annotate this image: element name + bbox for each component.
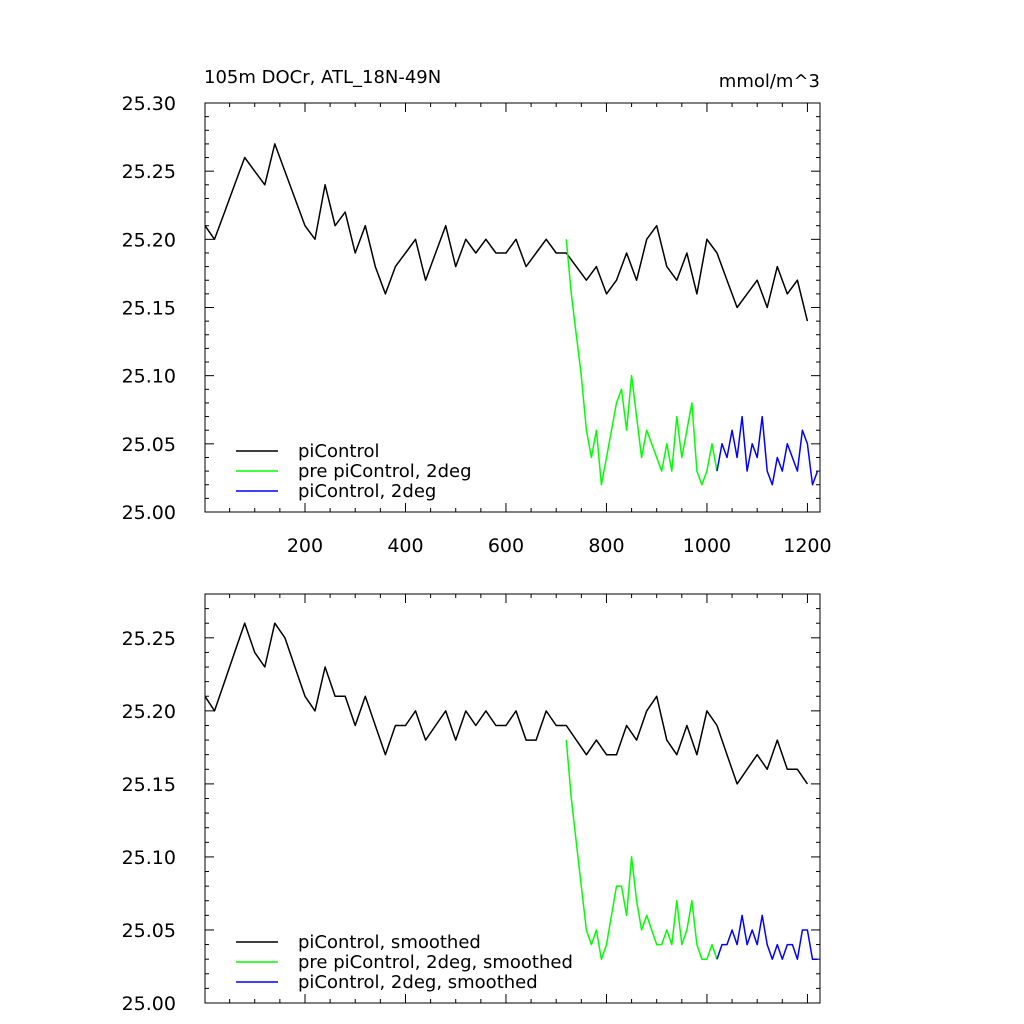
- top-series-line-1: [565, 239, 718, 486]
- bottom-legend-label: pre piControl, 2deg, smoothed: [298, 952, 573, 973]
- top-y-ticks: 25.00 25.05 25.10 25.15 25.20 25.25 25.30: [122, 93, 820, 524]
- top-x-tick-label: 400: [387, 535, 423, 557]
- top-x-tick-label: 200: [287, 535, 323, 557]
- bottom-y-tick-label: 25.25: [122, 628, 176, 650]
- bottom-y-tick-label: 25.20: [122, 701, 176, 723]
- top-y-tick-label: 25.00: [122, 502, 176, 524]
- bottom-panel: 25.00 25.05 25.10 25.15 25.20 25.25 piControl…: [122, 593, 821, 1015]
- bottom-series-line-1: [565, 740, 718, 960]
- bottom-series-line-0: [204, 622, 809, 785]
- top-x-ticks: 200 400 600 800 1000 1200: [229, 103, 832, 557]
- top-series-line-2: [716, 415, 819, 486]
- top-y-tick-label: 25.15: [122, 298, 176, 320]
- top-legend-label: piControl, 2deg: [298, 481, 436, 502]
- top-legend-label: piControl: [298, 441, 380, 462]
- bottom-y-ticks: 25.00 25.05 25.10 25.15 25.20 25.25: [122, 593, 820, 1015]
- top-x-tick-label: 1000: [683, 535, 731, 557]
- top-x-tick-label: 800: [588, 535, 624, 557]
- top-panel: 105m DOCr, ATL_18N-49N mmol/m^3 200 400 60…: [122, 67, 832, 557]
- top-y-tick-label: 25.20: [122, 229, 176, 251]
- top-x-tick-label: 1200: [783, 535, 831, 557]
- bottom-y-tick-label: 25.00: [122, 993, 176, 1015]
- bottom-y-tick-label: 25.15: [122, 774, 176, 796]
- top-y-tick-label: 25.10: [122, 366, 176, 388]
- top-y-tick-label: 25.05: [122, 434, 176, 456]
- top-x-tick-label: 600: [488, 535, 524, 557]
- top-series: [204, 143, 819, 486]
- top-y-tick-label: 25.25: [122, 161, 176, 183]
- bottom-series: [204, 622, 818, 960]
- top-panel-units: mmol/m^3: [719, 71, 820, 92]
- bottom-x-ticks: [229, 594, 808, 1003]
- top-legend-label: pre piControl, 2deg: [298, 461, 472, 482]
- bottom-legend-label: piControl, smoothed: [298, 932, 481, 953]
- top-panel-title: 105m DOCr, ATL_18N-49N: [204, 67, 441, 88]
- bottom-y-tick-label: 25.05: [122, 920, 176, 942]
- bottom-legend-label: piControl, 2deg, smoothed: [298, 972, 538, 993]
- top-series-line-0: [204, 143, 809, 322]
- bottom-series-line-2: [716, 914, 818, 960]
- bottom-y-tick-label: 25.10: [122, 847, 176, 869]
- top-y-tick-label: 25.30: [122, 93, 176, 115]
